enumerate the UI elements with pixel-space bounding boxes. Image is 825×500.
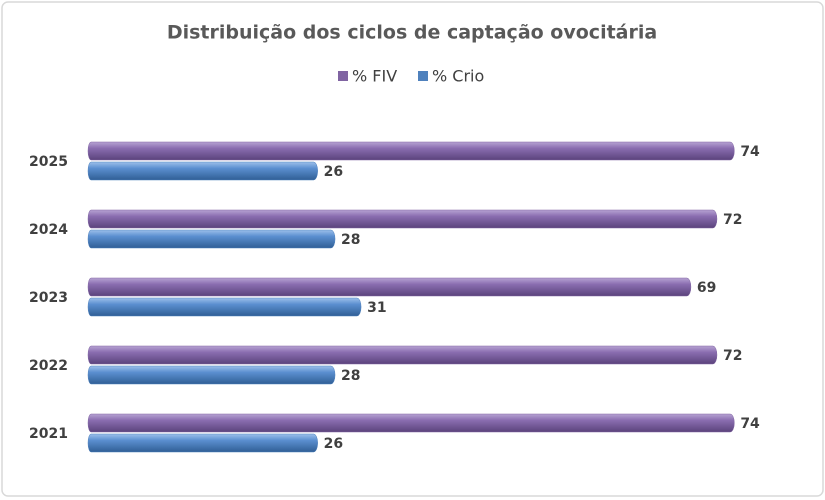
bar — [87, 433, 318, 453]
y-tick-label: 2025 — [29, 154, 68, 170]
legend-swatch — [418, 71, 428, 81]
bar — [87, 345, 718, 365]
y-tick-label: 2021 — [29, 426, 68, 442]
legend-swatch — [338, 71, 348, 81]
data-label: 28 — [341, 368, 360, 384]
bar — [87, 161, 318, 181]
bar — [87, 141, 735, 161]
legend-label: % FIV — [352, 67, 397, 86]
bar — [87, 413, 735, 433]
data-label: 72 — [723, 348, 742, 364]
data-label: 74 — [740, 144, 760, 160]
data-label: 69 — [697, 280, 716, 296]
data-label: 28 — [341, 232, 360, 248]
y-tick-label: 2022 — [29, 358, 68, 374]
data-label: 74 — [740, 416, 760, 432]
y-tick-label: 2024 — [29, 222, 68, 238]
y-tick-label: 2023 — [29, 290, 68, 306]
data-label: 31 — [367, 300, 386, 316]
data-label: 72 — [723, 212, 742, 228]
data-label: 26 — [324, 164, 343, 180]
bar — [87, 229, 336, 249]
bar — [87, 297, 362, 317]
bar — [87, 209, 718, 229]
legend-label: % Crio — [432, 67, 484, 86]
legend: % FIV % Crio — [338, 67, 484, 86]
bar — [87, 277, 692, 297]
data-label: 26 — [324, 436, 343, 452]
chart-title: Distribuição dos ciclos de captação ovoc… — [167, 22, 657, 44]
bar — [87, 365, 336, 385]
